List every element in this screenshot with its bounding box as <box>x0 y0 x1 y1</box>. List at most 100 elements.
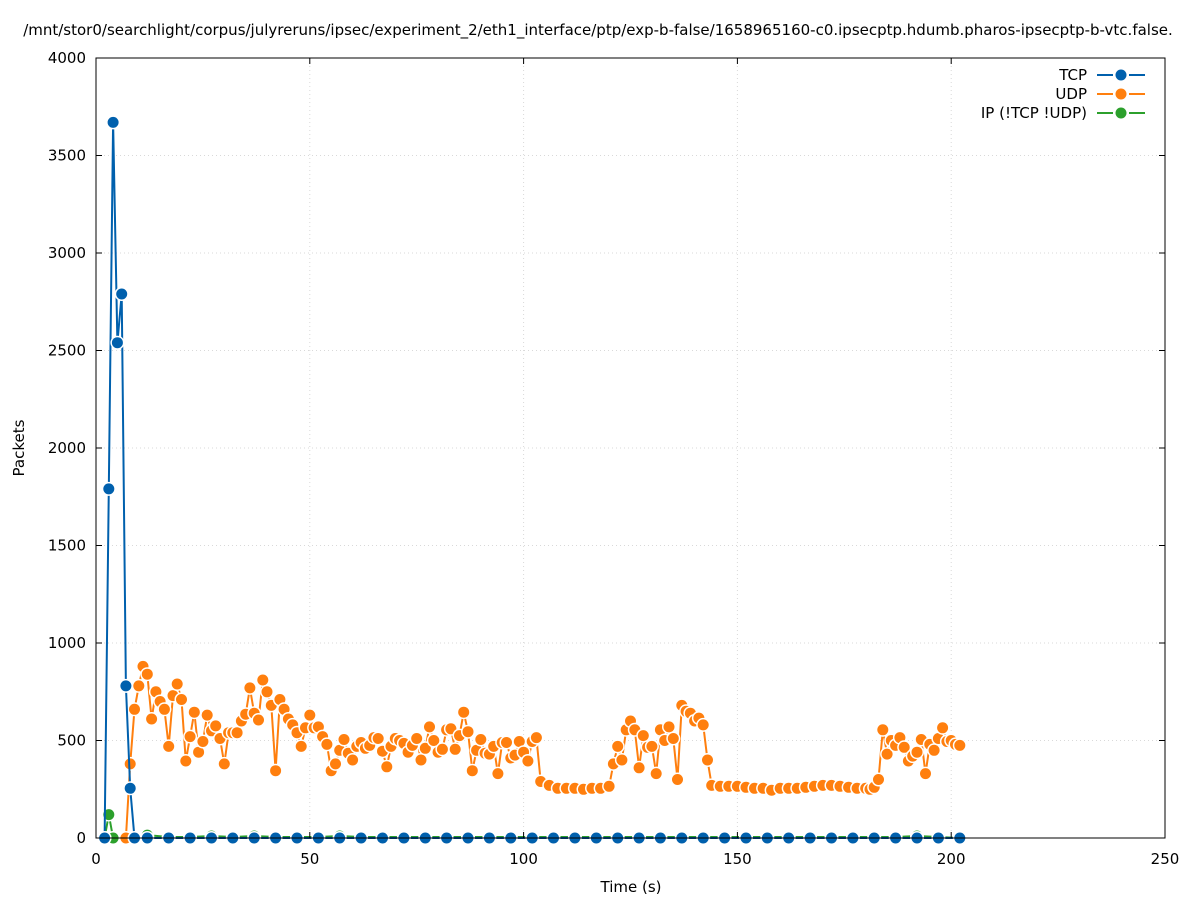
data-point <box>103 483 115 495</box>
data-point <box>637 730 649 742</box>
y-tick-label: 4000 <box>48 49 86 67</box>
data-point <box>411 733 423 744</box>
data-point <box>501 737 512 748</box>
data-point <box>462 726 474 738</box>
legend-marker <box>1115 69 1127 81</box>
data-point <box>295 740 307 752</box>
data-point <box>133 680 145 692</box>
data-point <box>347 754 359 766</box>
data-point <box>697 719 709 731</box>
data-point <box>513 736 525 747</box>
data-point <box>449 743 461 755</box>
series-udp <box>118 659 967 845</box>
axis-ticks: 0 50 100 150 200 2500500100015002000250030003… <box>48 49 1180 868</box>
data-point <box>124 782 136 794</box>
y-tick-label: 500 <box>57 732 86 750</box>
legend-marker <box>1115 88 1127 100</box>
y-tick-label: 0 <box>76 829 86 847</box>
data-point <box>428 735 440 746</box>
data-point <box>103 809 115 821</box>
x-tick-label: 250 <box>1151 850 1180 868</box>
data-point <box>928 744 940 756</box>
data-point <box>650 768 662 780</box>
data-point <box>188 706 200 718</box>
data-point <box>150 686 162 698</box>
data-point <box>270 765 282 777</box>
data-point <box>415 754 427 766</box>
y-tick-label: 3500 <box>48 147 86 165</box>
x-tick-label: 0 <box>91 850 101 868</box>
chart-title: /mnt/stor0/searchlight/corpus/julyreruns… <box>23 21 1173 40</box>
data-point <box>419 742 431 754</box>
data-point <box>372 733 384 744</box>
x-tick-label: 200 <box>937 850 966 868</box>
y-tick-label: 1500 <box>48 537 86 555</box>
data-point <box>937 722 949 734</box>
data-point <box>633 762 645 774</box>
legend-marker <box>1115 107 1127 119</box>
data-point <box>184 731 196 743</box>
y-tick-label: 3000 <box>48 244 86 262</box>
data-point <box>522 755 534 767</box>
data-point <box>218 758 230 770</box>
data-point <box>424 721 435 733</box>
data-point <box>163 740 175 752</box>
data-point <box>492 768 504 780</box>
data-point <box>210 720 222 732</box>
data-point <box>321 738 333 750</box>
data-point <box>111 337 123 349</box>
data-point <box>873 774 884 785</box>
y-tick-label: 2500 <box>48 342 86 360</box>
data-point <box>171 678 183 690</box>
data-point <box>116 288 128 300</box>
data-point <box>646 740 658 752</box>
data-point <box>381 761 393 773</box>
data-point <box>193 746 205 758</box>
data-point <box>881 748 893 760</box>
data-point <box>312 721 324 733</box>
data-point <box>146 713 158 725</box>
data-point <box>244 682 256 694</box>
data-point <box>911 746 923 758</box>
data-point <box>898 741 910 753</box>
data-point <box>616 754 628 766</box>
data-point <box>672 774 683 785</box>
data-point <box>475 734 487 745</box>
data-point <box>663 721 675 733</box>
data-point <box>894 732 906 744</box>
data-point <box>304 709 316 721</box>
data-point <box>278 703 290 715</box>
data-point <box>261 686 273 698</box>
x-tick-label: 100 <box>509 850 538 868</box>
y-tick-label: 2000 <box>48 439 86 457</box>
data-point <box>458 706 470 718</box>
data-point <box>330 758 341 770</box>
data-point <box>201 709 213 721</box>
x-tick-label: 150 <box>723 850 752 868</box>
data-point <box>954 739 966 751</box>
data-point <box>920 768 931 780</box>
legend-label: IP (!TCP !UDP) <box>981 104 1087 122</box>
data-point <box>176 694 187 705</box>
data-point <box>436 743 448 755</box>
data-point <box>253 714 264 726</box>
data-point <box>180 755 192 767</box>
data-point <box>107 116 119 128</box>
data-point <box>530 732 542 744</box>
data-point <box>466 765 478 777</box>
data-point <box>274 694 286 705</box>
y-axis-title: Packets <box>10 419 28 476</box>
data-point <box>877 724 889 736</box>
data-point <box>603 780 615 792</box>
data-point <box>338 734 350 745</box>
x-axis-title: Time (s) <box>600 878 662 896</box>
data-point <box>197 736 209 747</box>
data-point <box>612 740 624 752</box>
series-layer <box>97 115 967 845</box>
x-tick-label: 50 <box>300 850 319 868</box>
data-point <box>667 733 679 744</box>
data-point <box>158 703 170 715</box>
legend-label: UDP <box>1055 85 1087 103</box>
